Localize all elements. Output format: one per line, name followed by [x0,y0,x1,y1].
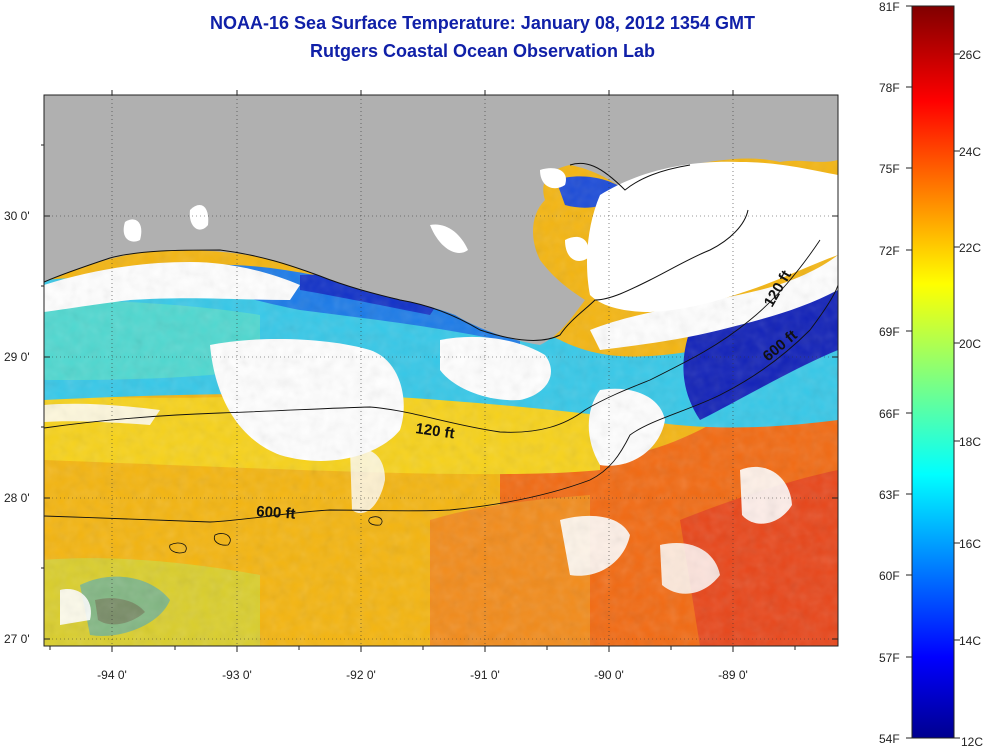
colorbar-f-label: 69F [879,325,900,339]
contour-label-600ft-west: 600 ft [256,503,296,523]
axis-ticks [41,90,838,652]
colorbar-c-label: 18C [959,435,981,449]
colorbar-f-label: 54F [879,732,900,746]
colorbar-c-label: 20C [959,337,981,351]
contour-label-120ft-west: 120 ft [414,420,455,442]
lat-label-29: 29 0' [4,350,30,364]
colorbar-f-label: 78F [879,81,900,95]
colorbar-c-label: 14C [959,634,981,648]
lon-label-89: -89 0' [718,668,748,682]
colorbar-f-label: 72F [879,244,900,258]
isobath-120ft [44,239,821,433]
colorbar-c-label: 16C [959,537,981,551]
colorbar-c-label: 26C [959,48,981,62]
colorbar-f-label: 81F [879,0,900,14]
map-title: NOAA-16 Sea Surface Temperature: January… [210,13,755,33]
colorbar: 81F 78F 75F 72F 69F 66F 63F 60F 57F 54F … [879,0,983,749]
cloud-over-delta [587,161,838,312]
coastline [44,209,749,341]
map-plot-area [44,95,838,646]
lon-label-91: -91 0' [470,668,500,682]
lat-label-28: 28 0' [4,491,30,505]
colorbar-c-label: 22C [959,241,981,255]
lon-label-92: -92 0' [346,668,376,682]
colorbar-ticks [906,5,960,739]
isobath-600ft [44,284,838,523]
colorbar-c-label: 24C [959,145,981,159]
lon-label-94: -94 0' [97,668,127,682]
map-subtitle: Rutgers Coastal Ocean Observation Lab [309,41,656,61]
colorbar-f-label: 63F [879,488,900,502]
colorbar-f-label: 66F [879,407,900,421]
land-mass [44,95,838,345]
colorbar-gradient [911,5,955,739]
lat-label-27: 27 0' [4,632,30,646]
graticule [44,95,838,646]
colorbar-f-label: 57F [879,651,900,665]
lon-label-90: -90 0' [594,668,624,682]
colorbar-f-label: 75F [879,162,900,176]
map-frame [43,94,839,647]
colorbar-f-label: 60F [879,569,900,583]
lon-label-93: -93 0' [222,668,252,682]
lat-label-30: 30 0' [4,209,30,223]
colorbar-c-label: 12C [961,735,983,749]
